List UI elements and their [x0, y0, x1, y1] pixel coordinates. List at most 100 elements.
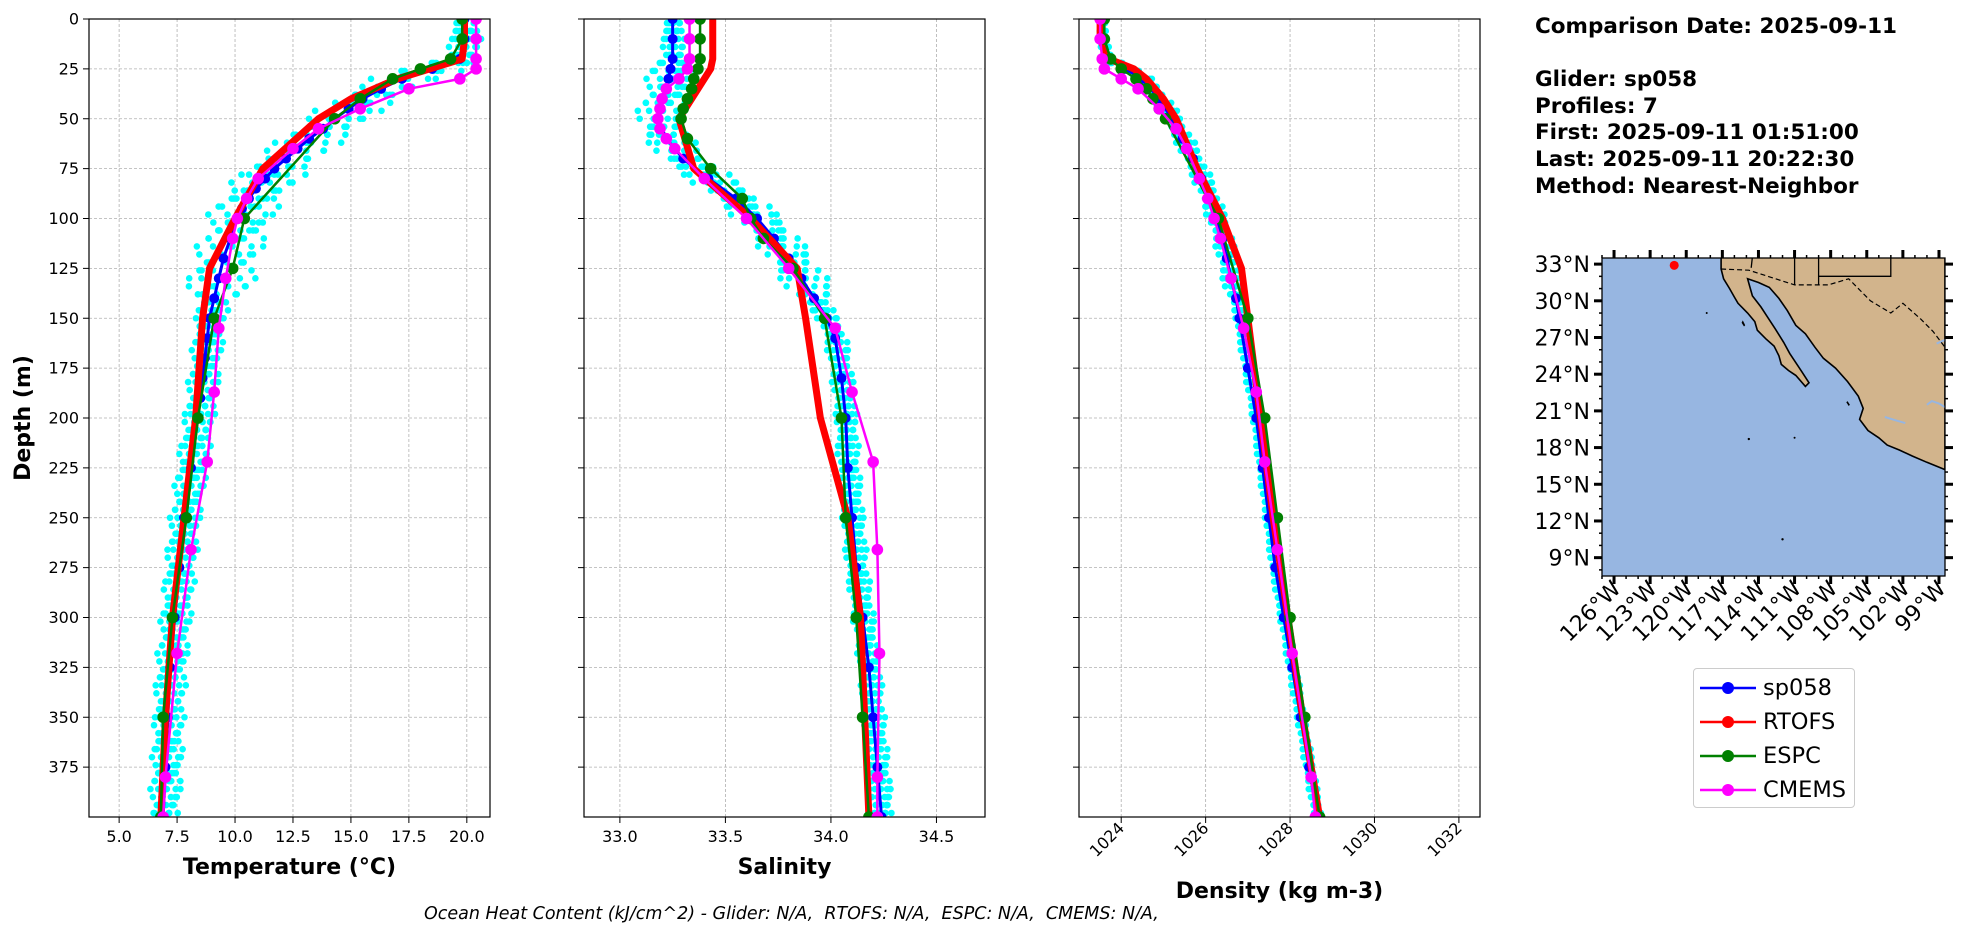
series-point-cmems	[470, 33, 482, 45]
glider-profile-point	[205, 235, 212, 242]
y-tick-label: 300	[48, 608, 79, 627]
glider-profile-point	[322, 139, 329, 146]
series-point-glider	[836, 373, 847, 384]
grid	[1079, 18, 1480, 817]
glider-profile-point	[245, 171, 253, 178]
glider-profile-point	[636, 115, 643, 123]
first-profile-time: First: 2025-09-11 01:51:00	[1535, 120, 1859, 146]
glider-profile-point	[184, 378, 192, 386]
glider-profile-point	[884, 801, 891, 809]
glider-profile-point	[155, 705, 163, 713]
glider-profile-point	[228, 179, 235, 186]
glider-profile-point	[166, 514, 174, 522]
series-point-glider	[667, 53, 678, 64]
x-tick-label: 20.0	[449, 827, 485, 846]
glider-profile-point	[356, 115, 364, 123]
glider-profile-point	[192, 538, 200, 545]
glider-profile-point	[160, 626, 167, 633]
glider-profile-point	[189, 370, 197, 378]
glider-profile-point	[193, 243, 201, 250]
glider-profile-point	[171, 506, 179, 514]
series-point-glider	[304, 133, 315, 144]
glider-profile-point	[769, 227, 776, 234]
glider-profile-point	[249, 219, 257, 226]
legend-swatch-glider	[1700, 682, 1756, 694]
glider-profile-point	[170, 546, 177, 553]
series-point-cmems	[740, 212, 753, 225]
series-point-cmems	[1098, 63, 1111, 75]
glider-profile-point	[857, 522, 864, 530]
glider-profile-point	[844, 346, 852, 354]
series-point-espc	[835, 412, 848, 424]
glider-profile-point	[424, 75, 432, 83]
glider-profile-point	[175, 737, 182, 745]
glider-profile-point	[886, 777, 893, 785]
glider-profile-point	[785, 275, 793, 282]
glider-profile-point	[857, 570, 865, 577]
glider-profile-point	[843, 338, 851, 346]
y-tick-label: 125	[48, 259, 79, 278]
glider-profile-point	[811, 283, 818, 290]
glider-profile-point	[872, 658, 880, 665]
glider-profile-point	[188, 570, 196, 577]
series-point-espc	[687, 73, 700, 85]
glider-profile-point	[152, 682, 159, 689]
series-point-glider	[863, 662, 874, 673]
series-line-cmems	[1098, 19, 1317, 817]
glider-profile-point	[204, 410, 212, 418]
glider-profile-point	[851, 458, 858, 466]
series-point-cmems	[654, 102, 666, 115]
series-cmems	[157, 19, 482, 817]
series-point-cmems	[252, 172, 265, 185]
series-point-espc	[1140, 83, 1153, 95]
series-point-cmems	[312, 122, 325, 135]
glider-profile-point	[176, 474, 184, 482]
glider-profile-point	[868, 626, 875, 633]
x-tick-label: 34.0	[813, 827, 849, 846]
glider-profile-point	[187, 586, 195, 593]
series-rtofs	[675, 19, 873, 817]
series-point-espc	[208, 312, 220, 325]
glider-profile-point	[863, 594, 871, 601]
glider-profile-point	[337, 139, 345, 146]
glider-profile-point	[158, 682, 165, 689]
glider-profile-point	[830, 306, 837, 314]
series-point-glider	[663, 73, 674, 84]
glider-profile-point	[205, 370, 213, 378]
lat-tick-label: 33°N	[1535, 253, 1590, 278]
glider-profile-point	[210, 219, 217, 226]
lat-tick-label: 30°N	[1535, 290, 1590, 315]
series-point-glider	[842, 462, 853, 473]
glider-profile-point	[800, 251, 807, 258]
series-point-espc	[180, 511, 193, 524]
glider-profile-point	[248, 267, 255, 274]
island-revillagigedo	[1747, 437, 1751, 441]
glider-profile-point	[680, 171, 688, 178]
glider-profile-point	[181, 570, 188, 577]
series-point-espc	[157, 711, 169, 724]
glider-profile-point	[848, 410, 856, 418]
y-tick-label: 225	[48, 458, 79, 477]
glider-profile-point	[209, 243, 217, 250]
x-tick-label: 12.5	[275, 827, 311, 846]
glider-profile-point	[156, 658, 163, 665]
glider-profile-point	[305, 115, 313, 123]
y-tick-label: 325	[48, 658, 79, 677]
last-profile-time: Last: 2025-09-11 20:22:30	[1535, 146, 1855, 172]
interp-method: Method: Nearest-Neighbor	[1535, 173, 1859, 199]
glider-profile-point	[219, 338, 227, 346]
glider-profile-point	[173, 530, 180, 538]
glider-profile-point	[218, 203, 226, 210]
glider-profile-point	[181, 418, 189, 426]
legend-label-glider: sp058	[1763, 675, 1832, 701]
glider-profile-point	[252, 227, 260, 234]
glider-profile-point	[148, 753, 156, 761]
glider-profile-point	[888, 809, 895, 817]
series-point-espc	[192, 412, 204, 424]
series-point-cmems	[1258, 456, 1271, 468]
series-point-cmems	[159, 771, 172, 783]
x-tick-label: 33.0	[602, 827, 638, 846]
glider-profile-point	[153, 745, 161, 753]
glider-profile-point	[171, 482, 178, 490]
glider-profile-point	[289, 179, 296, 186]
